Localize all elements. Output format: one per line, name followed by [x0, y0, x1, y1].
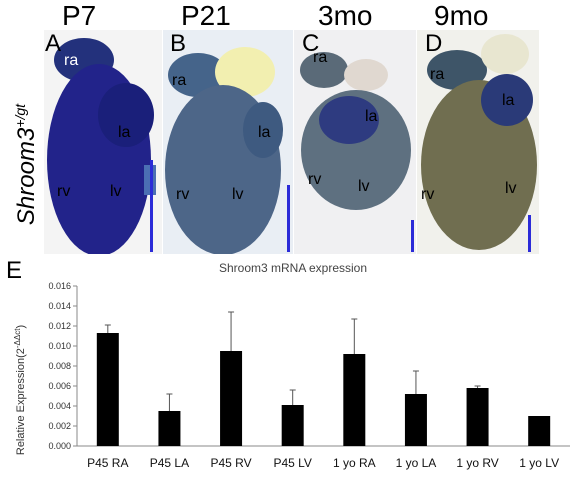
heart-9mo-illustration: [421, 34, 537, 250]
label-la-b: la: [258, 124, 271, 141]
panel-letter-c: C: [302, 30, 320, 57]
label-ra-b: ra: [172, 72, 187, 89]
panel-letter-b: B: [170, 30, 187, 57]
panel-letter-a: A: [45, 30, 62, 57]
age-label-3mo: 3mo: [318, 0, 373, 31]
label-lv-b: lv: [232, 186, 244, 203]
y-tick-label: 0.012: [48, 321, 71, 331]
y-tick-label: 0.014: [48, 301, 71, 311]
y-tick-label: 0.008: [48, 361, 71, 371]
label-la-a: la: [118, 124, 131, 141]
x-category-label: P45 RA: [87, 456, 128, 470]
scale-bar-c: [411, 220, 414, 252]
y-tick-label: 0.004: [48, 401, 71, 411]
scale-bar-b: [287, 185, 290, 252]
label-la-c: la: [365, 108, 378, 125]
panel-b-image: [163, 30, 293, 254]
label-ra-a: ra: [64, 52, 79, 69]
bar-p45-la: [158, 411, 181, 446]
label-rv-b: rv: [176, 186, 190, 203]
scale-bar-a: [150, 160, 153, 252]
age-label-9mo: 9mo: [434, 0, 489, 31]
label-la-d: la: [502, 92, 515, 109]
age-label-p21: P21: [181, 0, 231, 31]
x-category-label: P45 LV: [273, 456, 311, 470]
scale-bar-d: [528, 215, 531, 252]
age-label-p7: P7: [62, 0, 97, 31]
heart-p21-illustration: [165, 47, 283, 254]
label-rv-d: rv: [421, 186, 435, 203]
label-ra-d: ra: [430, 66, 445, 83]
panel-letter-e: E: [6, 257, 23, 284]
panel-a-image: [44, 30, 162, 254]
bar-p45-rv: [220, 351, 243, 446]
label-ra-c: ra: [313, 49, 328, 66]
chart-title: Shroom3 mRNA expression: [219, 261, 367, 275]
y-tick-label: 0.010: [48, 341, 71, 351]
heart-p7-illustration: [47, 38, 156, 254]
bar-1-yo-ra: [343, 354, 366, 446]
panel-d-image: [417, 30, 539, 254]
label-lv-a: lv: [110, 183, 122, 200]
chart-y-axis-label: Relative Expression(2-ΔΔct): [13, 325, 27, 455]
panel-c-image: [294, 30, 416, 254]
label-lv-d: lv: [505, 180, 517, 197]
heart-3mo-illustration: [300, 52, 411, 210]
label-rv-c: rv: [308, 171, 322, 188]
bar-1-yo-rv: [466, 388, 489, 446]
y-tick-label: 0.000: [48, 441, 71, 451]
label-rv-a: rv: [57, 183, 71, 200]
bar-p45-ra: [96, 333, 119, 446]
label-lv-c: lv: [358, 178, 370, 195]
genotype-label: Shroom3+/gt: [12, 103, 41, 226]
x-category-label: 1 yo LV: [519, 456, 559, 470]
expression-bar-chart: Shroom3 mRNA expression Relative Express…: [13, 261, 570, 470]
panel-letter-d: D: [425, 30, 443, 57]
y-tick-label: 0.002: [48, 421, 71, 431]
y-tick-label: 0.016: [48, 281, 71, 291]
x-category-label: P45 RV: [210, 456, 251, 470]
bar-1-yo-lv: [528, 416, 551, 446]
x-category-label: 1 yo RV: [456, 456, 498, 470]
x-category-label: 1 yo LA: [396, 456, 437, 470]
bar-p45-lv: [281, 405, 304, 446]
y-tick-label: 0.006: [48, 381, 71, 391]
x-category-label: 1 yo RA: [333, 456, 376, 470]
bar-1-yo-la: [404, 394, 427, 446]
x-category-label: P45 LA: [150, 456, 189, 470]
